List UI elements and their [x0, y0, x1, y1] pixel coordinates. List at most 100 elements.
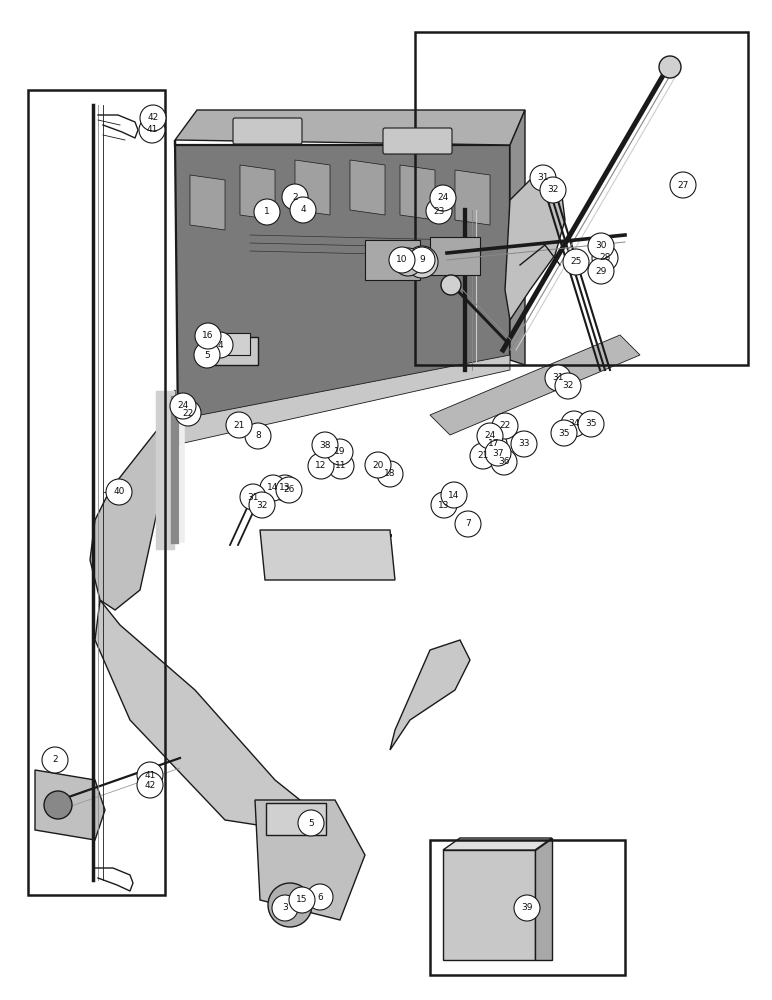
Circle shape [207, 332, 233, 358]
Circle shape [240, 484, 266, 510]
Circle shape [328, 453, 354, 479]
Circle shape [327, 439, 353, 465]
Polygon shape [505, 175, 565, 320]
Bar [28, 90, 165, 895]
Polygon shape [35, 770, 105, 840]
Text: 19: 19 [334, 448, 346, 456]
Circle shape [540, 177, 566, 203]
Circle shape [545, 365, 571, 391]
Polygon shape [255, 800, 365, 920]
Text: 37: 37 [493, 448, 504, 458]
Polygon shape [260, 530, 395, 580]
Text: 4: 4 [300, 206, 306, 215]
Circle shape [588, 233, 614, 259]
Polygon shape [175, 110, 525, 145]
Text: 31: 31 [552, 373, 564, 382]
Circle shape [312, 432, 338, 458]
Circle shape [592, 245, 618, 271]
Text: 24: 24 [178, 401, 188, 410]
FancyBboxPatch shape [233, 118, 302, 144]
Text: 3: 3 [282, 904, 288, 912]
Text: 24: 24 [438, 194, 449, 202]
Text: 5: 5 [204, 351, 210, 360]
Circle shape [308, 453, 334, 479]
Circle shape [272, 475, 298, 501]
Text: 21: 21 [233, 420, 245, 430]
Circle shape [42, 747, 68, 773]
Text: 33: 33 [518, 440, 530, 448]
Circle shape [481, 431, 507, 457]
FancyBboxPatch shape [365, 240, 420, 280]
Text: 16: 16 [202, 332, 214, 340]
Circle shape [139, 117, 165, 143]
Circle shape [492, 413, 518, 439]
Circle shape [377, 461, 403, 487]
Circle shape [254, 199, 280, 225]
Circle shape [44, 791, 72, 819]
Circle shape [365, 452, 391, 478]
Circle shape [406, 246, 438, 278]
Circle shape [563, 249, 589, 275]
Text: 42: 42 [147, 113, 158, 122]
Polygon shape [390, 640, 470, 750]
Text: 1: 1 [264, 208, 270, 217]
Text: 22: 22 [499, 422, 510, 430]
Text: 29: 29 [595, 266, 607, 275]
Circle shape [530, 165, 556, 191]
Text: 4: 4 [217, 340, 223, 350]
Polygon shape [95, 600, 300, 830]
Text: 7: 7 [465, 520, 471, 528]
Circle shape [514, 895, 540, 921]
Circle shape [485, 440, 511, 466]
Polygon shape [455, 170, 490, 225]
Text: 27: 27 [677, 180, 689, 190]
Text: 14: 14 [267, 484, 279, 492]
Text: 42: 42 [144, 780, 156, 790]
Polygon shape [510, 110, 525, 365]
Circle shape [226, 412, 252, 438]
Text: 17: 17 [488, 440, 499, 448]
Text: 31: 31 [247, 492, 259, 502]
Circle shape [431, 492, 457, 518]
Circle shape [670, 172, 696, 198]
Text: 32: 32 [547, 186, 559, 194]
Text: 40: 40 [113, 488, 125, 496]
Text: 35: 35 [585, 420, 597, 428]
Circle shape [137, 762, 163, 788]
Text: 41: 41 [144, 770, 156, 780]
Circle shape [268, 883, 312, 927]
Circle shape [282, 184, 308, 210]
Text: 28: 28 [599, 253, 611, 262]
Text: 41: 41 [147, 125, 157, 134]
Polygon shape [443, 838, 552, 850]
Text: 14: 14 [449, 490, 459, 499]
Circle shape [409, 247, 435, 273]
Polygon shape [190, 175, 225, 230]
Text: 13: 13 [279, 484, 291, 492]
Polygon shape [175, 355, 510, 445]
Text: 30: 30 [595, 241, 607, 250]
Text: 22: 22 [182, 408, 194, 418]
Text: 36: 36 [498, 458, 510, 466]
Circle shape [195, 323, 221, 349]
Circle shape [659, 56, 681, 78]
Polygon shape [90, 390, 175, 610]
Circle shape [578, 411, 604, 437]
Circle shape [276, 477, 302, 503]
Text: 21: 21 [477, 452, 489, 460]
Circle shape [477, 423, 503, 449]
Polygon shape [295, 160, 330, 215]
Text: 6: 6 [317, 892, 323, 902]
FancyBboxPatch shape [383, 128, 452, 154]
Bar [415, 32, 748, 365]
Circle shape [249, 492, 275, 518]
Text: 31: 31 [537, 174, 549, 182]
Circle shape [551, 420, 577, 446]
Circle shape [455, 511, 481, 537]
Text: 39: 39 [521, 904, 533, 912]
Bar [430, 840, 625, 975]
Polygon shape [240, 165, 275, 220]
Text: 11: 11 [335, 462, 347, 471]
Circle shape [106, 479, 132, 505]
Text: 12: 12 [315, 462, 327, 471]
